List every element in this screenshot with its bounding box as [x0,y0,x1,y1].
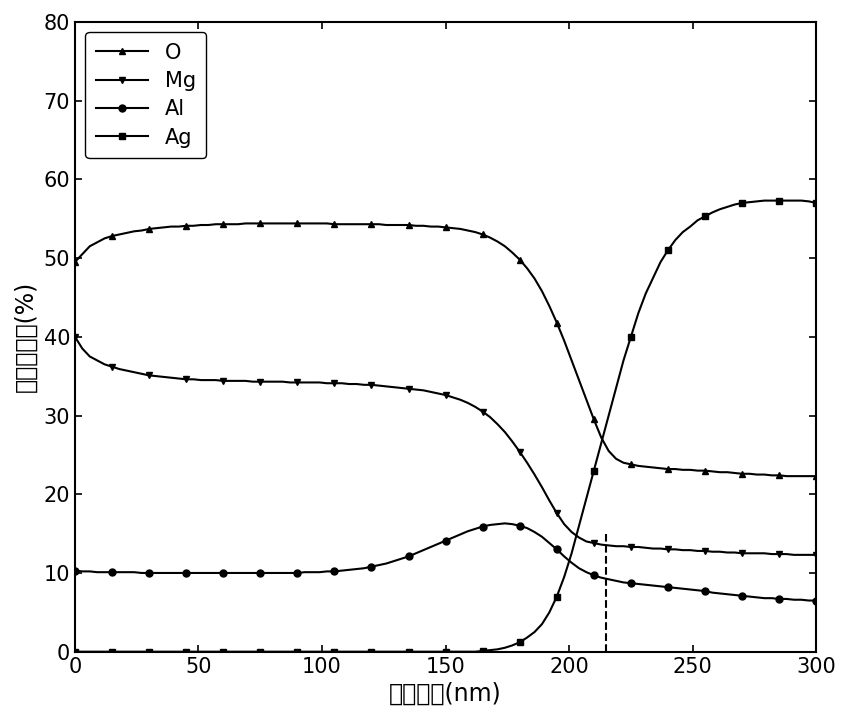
O [122,228,132,237]
Ag [811,199,821,207]
O [633,462,643,470]
Al [596,573,606,582]
Mg [70,333,80,341]
Line: Al: Al [71,520,819,604]
Al [500,519,510,528]
O [70,258,80,266]
Mg [789,551,799,559]
Ag [70,647,80,656]
Ag [514,638,524,647]
Mg [255,377,265,386]
Mg [589,539,599,547]
Mg [514,447,524,456]
Mg [626,543,636,552]
O [522,264,532,273]
Ag [255,647,265,656]
Line: Mg: Mg [71,333,819,558]
Mg [411,385,421,394]
O [241,219,251,228]
O [596,433,606,442]
Al [633,580,643,588]
Line: Ag: Ag [71,197,819,655]
Mg [811,551,821,559]
X-axis label: 藄膜厚度(nm): 藄膜厚度(nm) [389,682,502,706]
Al [811,596,821,605]
O [418,222,428,230]
Ag [122,647,132,656]
O [781,472,791,480]
Al [804,596,814,605]
Line: O: O [71,220,819,480]
Al [122,568,132,577]
Ag [759,197,769,205]
Al [70,567,80,575]
Al [411,549,421,557]
Y-axis label: 原子百分比(%): 原子百分比(%) [14,282,38,392]
Ag [626,333,636,341]
Al [522,523,532,532]
Al [255,569,265,577]
Ag [411,647,421,656]
O [811,472,821,480]
Legend: O, Mg, Al, Ag: O, Mg, Al, Ag [85,32,206,158]
Ag [589,467,599,475]
O [263,219,273,228]
Mg [122,366,132,375]
